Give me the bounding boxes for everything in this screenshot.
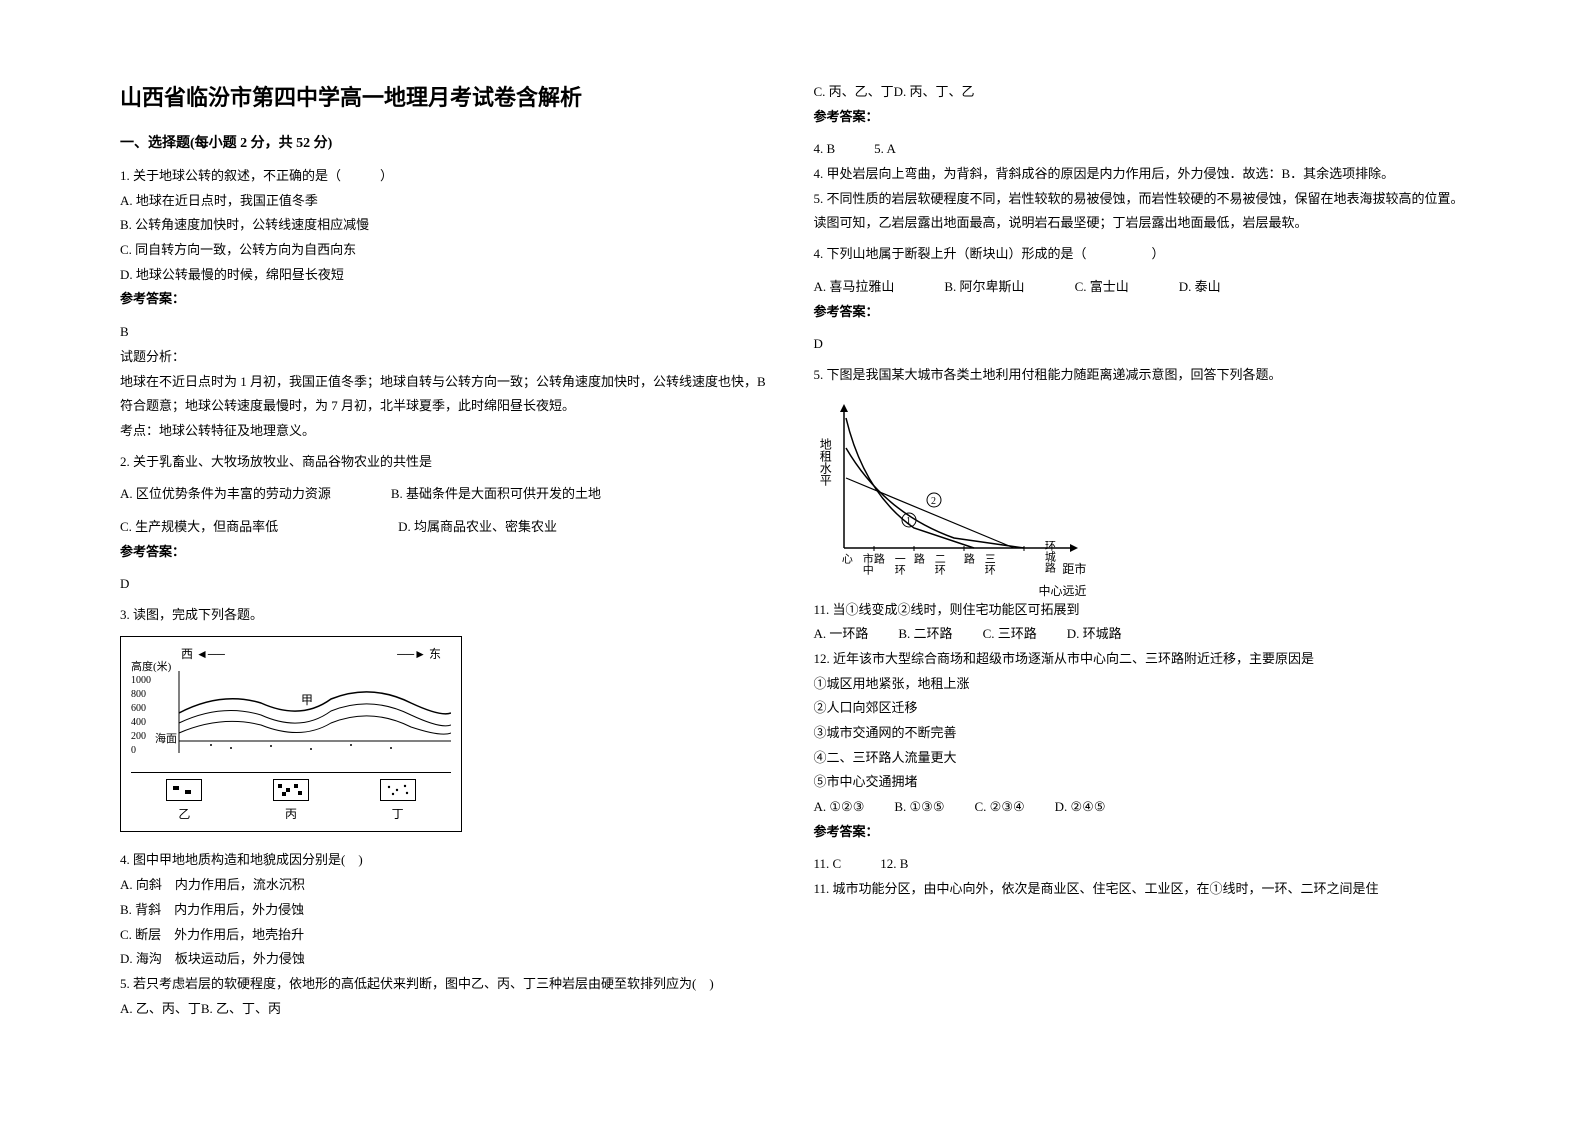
q3-expl4: 4. 甲处岩层向上弯曲，为背斜，背斜成谷的原因是内力作用后，外力侵蚀．故选：B．… — [814, 162, 1468, 187]
q1-stem: 1. 关于地球公转的叙述，不正确的是（ ） — [120, 164, 774, 189]
q1-analysis-label: 试题分析： — [120, 345, 774, 370]
q5-s11b: B. 二环路 — [898, 622, 952, 647]
q2-option-b: B. 基础条件是大面积可供开发的土地 — [391, 482, 601, 507]
q1-analysis: 地球在不近日点时为 1 月初，我国正值冬季；地球自转与公转方向一致；公转角速度加… — [120, 370, 774, 419]
question-4: 4. 下列山地属于断裂上升（断块山）形成的是（ ） A. 喜马拉雅山 B. 阿尔… — [814, 242, 1468, 357]
q5-stem: 5. 下图是我国某大城市各类土地利用付租能力随距离递减示意图，回答下列各题。 — [814, 363, 1468, 388]
q4-answer: D — [814, 332, 1468, 357]
svg-text:2: 2 — [931, 496, 936, 507]
q3-expl5: 5. 不同性质的岩层软硬程度不同，岩性较软的易被侵蚀，而岩性较硬的不易被侵蚀，保… — [814, 187, 1468, 236]
question-3: 3. 读图，完成下列各题。 西 ◄── ──► 东 高度(米) 1000 800… — [120, 603, 774, 1021]
xtick-2: 二环路 — [908, 553, 950, 578]
q3-sub5-d: D. 丙、丁、乙 — [894, 84, 975, 99]
q3-sub4-b: B. 背斜 内力作用后，外力侵蚀 — [120, 898, 774, 923]
q5-s12c: C. ②③④ — [975, 795, 1025, 820]
xtick-1: 一环路 — [868, 553, 910, 578]
q5-r5: ⑤市中心交通拥堵 — [814, 770, 1468, 795]
q5-answer: 11. C 12. B — [814, 852, 1468, 877]
section-1-header: 一、选择题(每小题 2 分，共 52 分) — [120, 132, 774, 152]
q1-option-c: C. 同自转方向一致，公转方向为自西向东 — [120, 238, 774, 263]
svg-text:1: 1 — [906, 516, 911, 527]
q3-sub5-a: A. 乙、丙、丁 — [120, 1001, 201, 1016]
figure-legend: 乙 丙 丁 — [131, 779, 451, 826]
q2-stem: 2. 关于乳畜业、大牧场放牧业、商品谷物农业的共性是 — [120, 450, 774, 475]
q5-s11d: D. 环城路 — [1067, 622, 1122, 647]
q4-c: C. 富士山 — [1075, 275, 1129, 300]
q2-answer: D — [120, 572, 774, 597]
q1-answer-label: 参考答案： — [120, 287, 774, 312]
q4-b: B. 阿尔卑斯山 — [944, 275, 1024, 300]
q5-s12d: D. ②④⑤ — [1055, 795, 1106, 820]
q4-answer-label: 参考答案： — [814, 300, 1468, 325]
q3-answer-label: 参考答案： — [814, 105, 1468, 130]
xlabel: 环城路 距市中心远近 — [1039, 540, 1094, 604]
q2-option-d: D. 均属商品农业、密集农业 — [398, 515, 557, 540]
q3-answer: 4. B 5. A — [814, 137, 1468, 162]
q5-s12b: B. ①③⑤ — [894, 795, 944, 820]
question-1: 1. 关于地球公转的叙述，不正确的是（ ） A. 地球在近日点时，我国正值冬季 … — [120, 164, 774, 444]
q3-sub5-b: B. 乙、丁、丙 — [201, 1001, 281, 1016]
q1-option-b: B. 公转角速度加快时，公转线速度相应减慢 — [120, 213, 774, 238]
q3-sub4-d: D. 海沟 板块运动后，外力侵蚀 — [120, 947, 774, 972]
exam-title: 山西省临汾市第四中学高一地理月考试卷含解析 — [120, 80, 774, 112]
q2-option-c: C. 生产规模大，但商品率低 — [120, 515, 278, 540]
q5-r2: ②人口向郊区迁移 — [814, 696, 1468, 721]
q5-s12a: A. ①②③ — [814, 795, 865, 820]
q4-stem: 4. 下列山地属于断裂上升（断块山）形成的是（ ） — [814, 242, 1468, 267]
q5-answer-label: 参考答案： — [814, 820, 1468, 845]
q3-figure: 西 ◄── ──► 东 高度(米) 1000 800 600 400 200 0… — [120, 636, 462, 833]
q1-answer: B — [120, 320, 774, 345]
left-column: 山西省临汾市第四中学高一地理月考试卷含解析 一、选择题(每小题 2 分，共 52… — [100, 80, 794, 1082]
q3-sub4-a: A. 向斜 内力作用后，流水沉积 — [120, 873, 774, 898]
q5-r4: ④二、三环路人流量更大 — [814, 746, 1468, 771]
q4-a: A. 喜马拉雅山 — [814, 275, 895, 300]
cross-section-svg — [131, 643, 451, 773]
q3-sub5-c: C. 丙、乙、丁 — [814, 84, 894, 99]
q5-sub11-stem: 11. 当①线变成②线时，则住宅功能区可拓展到 — [814, 598, 1468, 623]
q5-s11c: C. 三环路 — [983, 622, 1037, 647]
question-5: 5. 下图是我国某大城市各类土地利用付租能力随距离递减示意图，回答下列各题。 1… — [814, 363, 1468, 902]
q2-option-a: A. 区位优势条件为丰富的劳动力资源 — [120, 482, 331, 507]
q4-d: D. 泰山 — [1179, 275, 1221, 300]
q2-answer-label: 参考答案： — [120, 540, 774, 565]
q1-option-d: D. 地球公转最慢的时候，绵阳昼长夜短 — [120, 263, 774, 288]
q5-s11a: A. 一环路 — [814, 622, 869, 647]
xtick-3: 三环路 — [958, 553, 1000, 578]
ylabel: 地租水平 — [814, 438, 837, 486]
question-2: 2. 关于乳畜业、大牧场放牧业、商品谷物农业的共性是 A. 区位优势条件为丰富的… — [120, 450, 774, 597]
right-column: C. 丙、乙、丁D. 丙、丁、乙 参考答案： 4. B 5. A 4. 甲处岩层… — [794, 80, 1488, 1082]
q1-kaodian: 考点：地球公转特征及地理意义。 — [120, 419, 774, 444]
rent-chart: 1 2 地租水平 环城路 距市中心远近 市中心 一环路 二环路 三环路 — [814, 398, 1094, 578]
q3-sub4-stem: 4. 图中甲地地质构造和地貌成因分别是( ) — [120, 848, 774, 873]
q1-option-a: A. 地球在近日点时，我国正值冬季 — [120, 189, 774, 214]
legend-ding: 丁 — [380, 779, 416, 826]
q3-sub4-c: C. 断层 外力作用后，地壳抬升 — [120, 923, 774, 948]
q5-sub12-stem: 12. 近年该市大型综合商场和超级市场逐渐从市中心向二、三环路附近迁移，主要原因… — [814, 647, 1468, 672]
q5-r3: ③城市交通网的不断完善 — [814, 721, 1468, 746]
q3-stem: 3. 读图，完成下列各题。 — [120, 603, 774, 628]
q3-continued: C. 丙、乙、丁D. 丙、丁、乙 参考答案： 4. B 5. A 4. 甲处岩层… — [814, 80, 1468, 236]
legend-bing: 丙 — [273, 779, 309, 826]
q5-expl11: 11. 城市功能分区，由中心向外，依次是商业区、住宅区、工业区，在①线时，一环、… — [814, 877, 1468, 902]
q5-r1: ①城区用地紧张，地租上涨 — [814, 672, 1468, 697]
q3-sub5-stem: 5. 若只考虑岩层的软硬程度，依地形的高低起伏来判断，图中乙、丙、丁三种岩层由硬… — [120, 972, 774, 997]
legend-yi: 乙 — [166, 779, 202, 826]
